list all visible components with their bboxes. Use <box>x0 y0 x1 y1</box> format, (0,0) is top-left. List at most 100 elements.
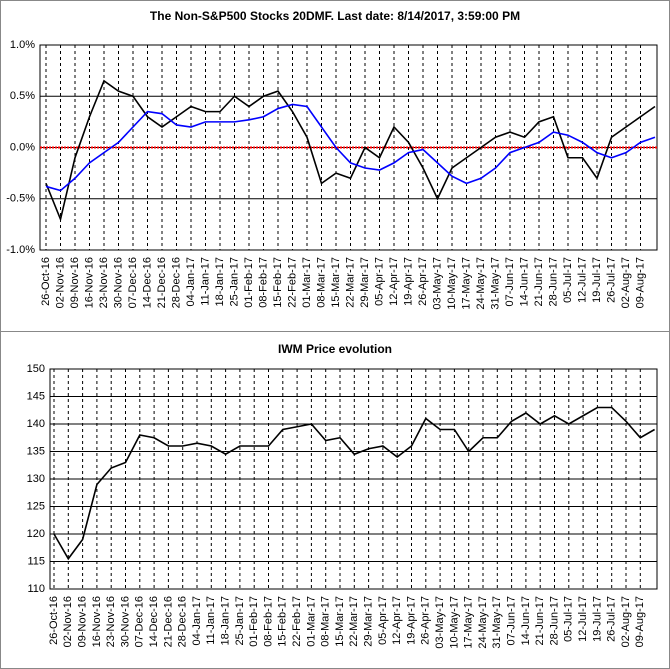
x-tick-label: 15-Mar-17 <box>330 257 342 308</box>
x-tick-label: 05-Apr-17 <box>373 257 385 306</box>
chart-title: IWM Price evolution <box>278 342 392 356</box>
x-tick-label: 19-Jul-17 <box>591 596 603 642</box>
x-tick-label: 19-Apr-17 <box>405 596 417 645</box>
x-tick-label: 21-Dec-16 <box>162 596 174 647</box>
x-tick-label: 07-Jun-17 <box>506 596 518 646</box>
x-tick-label: 24-May-17 <box>477 596 489 649</box>
plot-frame <box>49 368 658 590</box>
x-tick-label: 12-Jul-17 <box>577 596 589 642</box>
x-tick-label: 26-Jul-17 <box>606 596 618 642</box>
x-tick-label: 12-Jul-17 <box>576 257 588 303</box>
x-tick-label: 19-Apr-17 <box>402 257 414 306</box>
x-tick-label: 11-Jan-17 <box>199 257 211 306</box>
x-tick-label: 03-May-17 <box>431 257 443 310</box>
x-tick-label: 04-Jan-17 <box>191 596 203 646</box>
x-tick-label: 23-Nov-16 <box>98 257 110 308</box>
x-tick-label: 22-Mar-17 <box>344 257 356 308</box>
x-tick-label: 02-Aug-17 <box>620 596 632 647</box>
x-tick-label: 05-Jul-17 <box>562 257 574 303</box>
x-tick-label: 01-Mar-17 <box>305 596 317 647</box>
x-tick-label: 18-Jan-17 <box>214 257 226 307</box>
x-tick-label: 17-May-17 <box>460 257 472 310</box>
y-tick-label: 125 <box>27 500 45 512</box>
x-tick-label: 15-Mar-17 <box>334 596 346 647</box>
y-tick-label: -1.0% <box>6 244 35 256</box>
x-tick-label: 26-Oct-16 <box>48 596 60 645</box>
x-tick-label: 23-Nov-16 <box>105 596 117 647</box>
x-tick-label: 10-May-17 <box>448 596 460 649</box>
x-tick-label: 04-Jan-17 <box>185 257 197 307</box>
y-tick-label: 130 <box>27 473 45 485</box>
data-line <box>45 79 656 222</box>
chart-title: The Non-S&P500 Stocks 20DMF. Last date: … <box>150 9 520 23</box>
y-tick-label: 1.0% <box>10 39 35 51</box>
x-tick-label: 12-Apr-17 <box>388 257 400 306</box>
x-tick-label: 01-Mar-17 <box>301 257 313 308</box>
y-tick-label: -0.5% <box>6 193 35 205</box>
x-tick-label: 18-Jan-17 <box>220 596 232 646</box>
x-tick-label: 14-Jun-17 <box>518 257 530 307</box>
x-tick-label: 14-Jun-17 <box>520 596 532 646</box>
x-tick-label: 25-Jan-17 <box>228 257 240 307</box>
x-tick-label: 07-Jun-17 <box>504 257 516 307</box>
x-tick-label: 26-Jul-17 <box>605 257 617 303</box>
y-tick-label: 120 <box>27 528 45 540</box>
data-line <box>45 103 656 192</box>
x-tick-label: 24-May-17 <box>475 257 487 310</box>
x-tick-label: 01-Feb-17 <box>248 596 260 647</box>
x-tick-label: 05-Jul-17 <box>563 596 575 642</box>
x-tick-label: 31-May-17 <box>491 596 503 649</box>
x-tick-label: 03-May-17 <box>434 596 446 649</box>
y-tick-label: 110 <box>27 583 45 595</box>
x-tick-label: 28-Dec-16 <box>170 257 182 308</box>
x-tick-label: 22-Feb-17 <box>286 257 298 308</box>
x-tick-label: 21-Dec-16 <box>156 257 168 308</box>
x-tick-label: 09-Aug-17 <box>634 257 646 308</box>
x-tick-label: 14-Dec-16 <box>141 257 153 308</box>
x-tick-label: 31-May-17 <box>489 257 501 310</box>
x-tick-label: 10-May-17 <box>446 257 458 310</box>
x-tick-label: 30-Nov-16 <box>112 257 124 308</box>
x-tick-label: 08-Mar-17 <box>315 257 327 308</box>
x-tick-label: 15-Feb-17 <box>277 596 289 647</box>
x-tick-label: 29-Mar-17 <box>363 596 375 647</box>
y-tick-label: 0.5% <box>10 90 35 102</box>
x-tick-label: 02-Nov-16 <box>62 596 74 647</box>
x-tick-label: 29-Mar-17 <box>359 257 371 308</box>
x-tick-label: 08-Feb-17 <box>262 596 274 647</box>
x-tick-label: 08-Mar-17 <box>320 596 332 647</box>
x-tick-label: 26-Oct-16 <box>40 257 52 306</box>
y-tick-label: 145 <box>27 390 45 402</box>
x-tick-label: 28-Dec-16 <box>177 596 189 647</box>
x-tick-label: 19-Jul-17 <box>591 257 603 303</box>
x-tick-label: 28-Jun-17 <box>548 596 560 646</box>
y-tick-label: 140 <box>27 418 45 430</box>
x-tick-label: 12-Apr-17 <box>391 596 403 645</box>
x-tick-label: 21-Jun-17 <box>533 257 545 307</box>
x-tick-label: 25-Jan-17 <box>234 596 246 646</box>
x-tick-label: 16-Nov-16 <box>83 257 95 308</box>
x-tick-label: 22-Feb-17 <box>291 596 303 647</box>
y-tick-label: 115 <box>27 555 45 567</box>
x-tick-label: 02-Nov-16 <box>54 257 66 308</box>
x-tick-label: 21-Jun-17 <box>534 596 546 646</box>
x-tick-label: 26-Apr-17 <box>420 596 432 645</box>
x-tick-label: 28-Jun-17 <box>547 257 559 307</box>
x-tick-label: 09-Nov-16 <box>77 596 89 647</box>
x-tick-label: 14-Dec-16 <box>148 596 160 647</box>
y-tick-label: 135 <box>27 445 45 457</box>
x-tick-label: 09-Nov-16 <box>69 257 81 308</box>
x-tick-label: 17-May-17 <box>463 596 475 649</box>
x-tick-label: 02-Aug-17 <box>620 257 632 308</box>
x-tick-label: 09-Aug-17 <box>634 596 646 647</box>
data-line <box>53 406 655 561</box>
x-tick-label: 15-Feb-17 <box>272 257 284 308</box>
x-tick-label: 11-Jan-17 <box>205 596 217 645</box>
x-tick-label: 22-Mar-17 <box>348 596 360 647</box>
x-tick-label: 08-Feb-17 <box>257 257 269 308</box>
x-tick-label: 07-Dec-16 <box>127 257 139 308</box>
x-tick-label: 05-Apr-17 <box>377 596 389 645</box>
